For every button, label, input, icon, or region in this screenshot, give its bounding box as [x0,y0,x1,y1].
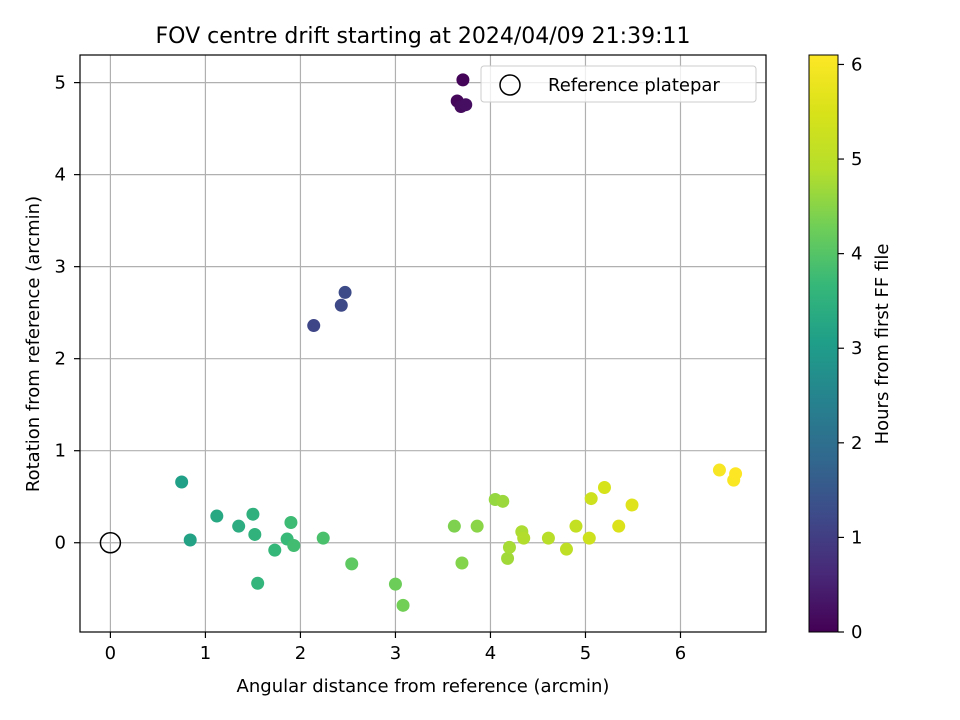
scatter-point [625,498,639,512]
scatter-point [455,556,469,570]
reference-marker [99,531,122,554]
y-tick-label: 5 [55,73,66,94]
colorbar-tick-label: 5 [851,149,862,170]
scatter-point [248,527,262,541]
colorbar-label: Hours from first FF file [872,244,893,445]
scatter-point [712,463,726,477]
colorbar-tick-label: 0 [851,622,862,643]
plot-frame [79,54,767,633]
data-points [175,73,743,612]
scatter-point [447,519,461,533]
legend-marker [499,74,521,96]
legend-box [480,65,757,103]
scatter-point [284,515,298,529]
x-tick-label: 1 [200,643,211,664]
y-tick-label: 2 [55,349,66,370]
colorbar-gradient [808,54,839,633]
scatter-point [175,475,189,489]
scatter-point [502,540,516,554]
y-tick-label: 3 [55,257,66,278]
scatter-point [232,519,246,533]
scatter-point [597,481,611,495]
colorbar-tick-label: 6 [851,54,862,75]
x-tick-label: 4 [485,643,496,664]
scatter-point [459,98,473,112]
scatter-point [316,531,330,545]
x-tick-label: 0 [105,643,116,664]
scatter-point [729,467,743,481]
scatter-point [210,509,224,523]
scatter-point [456,73,470,87]
y-axis-label: Rotation from reference (arcmin) [23,196,44,492]
scatter-point [496,494,510,508]
chart-title: FOV centre drift starting at 2024/04/09 … [156,24,691,49]
scatter-point [569,519,583,533]
scatter-point [501,551,515,565]
axis-ticks: 0 1 2 3 4 5 6 0 1 2 3 4 5 [55,73,687,664]
x-tick-label: 3 [390,643,401,664]
x-axis-label: Angular distance from reference (arcmin) [237,676,610,697]
legend-entry-label: Reference platepar [548,75,720,96]
legend: Reference platepar [480,65,757,103]
scatter-point [559,542,573,556]
scatter-point [287,538,301,552]
colorbar-tick-label: 2 [851,433,862,454]
scatter-point [612,519,626,533]
scatter-point [470,519,484,533]
scatter-point [517,531,531,545]
grid [80,55,766,632]
scatter-point [541,531,555,545]
x-tick-label: 2 [295,643,306,664]
scatter-point [183,533,197,547]
scatter-point [268,543,282,557]
y-tick-label: 0 [55,533,66,554]
x-tick-label: 6 [675,643,686,664]
scatter-point [338,285,352,299]
scatter-point [345,557,359,571]
scatter-point [582,531,596,545]
x-tick-label: 5 [580,643,591,664]
scatter-point [388,577,402,591]
scatter-point [251,576,265,590]
colorbar-ticks: 0 1 2 3 4 5 6 [838,54,862,643]
colorbar-tick-label: 1 [851,527,862,548]
colorbar-tick-label: 3 [851,338,862,359]
y-tick-label: 1 [55,441,66,462]
y-tick-label: 4 [55,165,66,186]
scatter-point [334,298,348,312]
colorbar-tick-label: 4 [851,244,862,265]
scatter-point [307,319,321,333]
reference-marker-group [99,531,122,554]
scatter-point [246,507,260,521]
colorbar: 0 1 2 3 4 5 6 Hours from first FF file [808,54,893,643]
scatter-point [396,598,410,612]
scatter-point [584,492,598,506]
